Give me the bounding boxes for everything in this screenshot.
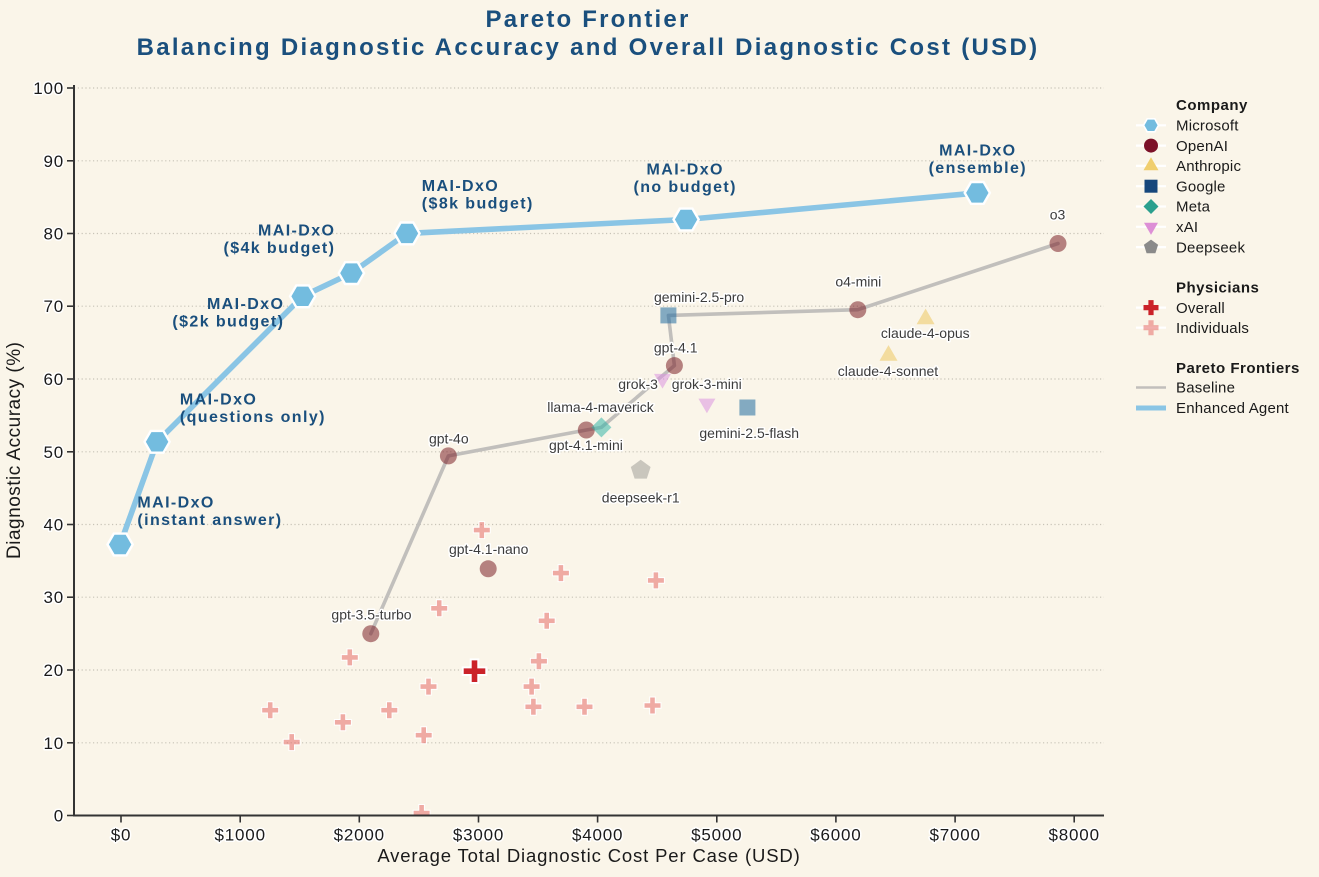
svg-text:MAI-DxO: MAI-DxO xyxy=(207,296,284,313)
svg-text:80: 80 xyxy=(43,225,64,244)
svg-text:$4000: $4000 xyxy=(572,826,623,845)
svg-text:Deepseek: Deepseek xyxy=(1176,239,1245,256)
svg-text:40: 40 xyxy=(43,516,64,535)
svg-text:10: 10 xyxy=(43,734,64,753)
svg-text:claude-4-opus: claude-4-opus xyxy=(881,325,970,341)
svg-text:Company: Company xyxy=(1176,97,1248,114)
svg-text:Meta: Meta xyxy=(1176,199,1211,216)
svg-text:claude-4-sonnet: claude-4-sonnet xyxy=(838,363,939,379)
svg-text:Microsoft: Microsoft xyxy=(1176,118,1239,135)
svg-text:$6000: $6000 xyxy=(810,826,861,845)
svg-text:($2k budget): ($2k budget) xyxy=(172,314,284,331)
svg-text:gpt-4.1-mini: gpt-4.1-mini xyxy=(549,437,623,453)
svg-text:Anthropic: Anthropic xyxy=(1176,158,1241,175)
svg-text:gemini-2.5-flash: gemini-2.5-flash xyxy=(699,425,799,441)
svg-text:deepseek-r1: deepseek-r1 xyxy=(602,489,680,505)
svg-text:70: 70 xyxy=(43,297,64,316)
svg-text:$7000: $7000 xyxy=(929,826,980,845)
svg-text:30: 30 xyxy=(43,588,64,607)
svg-text:$8000: $8000 xyxy=(1049,826,1100,845)
svg-text:(ensemble): (ensemble) xyxy=(929,160,1027,177)
svg-text:Physicians: Physicians xyxy=(1176,280,1259,297)
svg-text:MAI-DxO: MAI-DxO xyxy=(939,143,1016,160)
svg-text:($8k budget): ($8k budget) xyxy=(422,196,534,213)
svg-text:Pareto Frontiers: Pareto Frontiers xyxy=(1176,360,1300,377)
svg-text:$1000: $1000 xyxy=(215,826,266,845)
svg-text:Baseline: Baseline xyxy=(1176,380,1235,397)
svg-text:MAI-DxO: MAI-DxO xyxy=(647,162,724,179)
svg-text:(instant answer): (instant answer) xyxy=(137,512,282,529)
svg-text:llama-4-maverick: llama-4-maverick xyxy=(547,399,655,415)
svg-text:grok-3: grok-3 xyxy=(618,376,658,392)
svg-text:gpt-4.1-nano: gpt-4.1-nano xyxy=(449,541,529,557)
svg-text:Google: Google xyxy=(1176,178,1226,195)
svg-text:$2000: $2000 xyxy=(334,826,385,845)
svg-text:MAI-DxO: MAI-DxO xyxy=(180,392,257,409)
svg-text:100: 100 xyxy=(33,79,64,98)
svg-text:$0: $0 xyxy=(111,826,132,845)
svg-text:$3000: $3000 xyxy=(453,826,504,845)
svg-text:MAI-DxO: MAI-DxO xyxy=(137,495,214,512)
svg-text:90: 90 xyxy=(43,152,64,171)
svg-text:Average Total Diagnostic Cost: Average Total Diagnostic Cost Per Case (… xyxy=(377,845,800,866)
svg-text:Balancing Diagnostic Accuracy: Balancing Diagnostic Accuracy and Overal… xyxy=(137,34,1040,61)
svg-text:Pareto Frontier: Pareto Frontier xyxy=(485,6,690,33)
svg-text:(no budget): (no budget) xyxy=(634,179,737,196)
svg-text:OpenAI: OpenAI xyxy=(1176,138,1228,155)
svg-text:o4-mini: o4-mini xyxy=(835,274,881,290)
svg-text:20: 20 xyxy=(43,661,64,680)
svg-text:gpt-4.1: gpt-4.1 xyxy=(654,339,698,355)
svg-text:60: 60 xyxy=(43,370,64,389)
svg-text:($4k budget): ($4k budget) xyxy=(223,240,335,257)
svg-text:Enhanced Agent: Enhanced Agent xyxy=(1176,400,1290,417)
svg-text:Overall: Overall xyxy=(1176,300,1225,317)
svg-text:grok-3-mini: grok-3-mini xyxy=(672,376,742,392)
svg-text:gemini-2.5-pro: gemini-2.5-pro xyxy=(654,289,744,305)
svg-text:Individuals: Individuals xyxy=(1176,320,1249,337)
svg-text:MAI-DxO: MAI-DxO xyxy=(422,178,499,195)
svg-text:gpt-4o: gpt-4o xyxy=(429,431,469,447)
svg-text:MAI-DxO: MAI-DxO xyxy=(258,223,335,240)
svg-text:(questions only): (questions only) xyxy=(180,409,326,426)
svg-text:$5000: $5000 xyxy=(691,826,742,845)
svg-text:0: 0 xyxy=(54,807,64,826)
svg-text:50: 50 xyxy=(43,443,64,462)
svg-text:o3: o3 xyxy=(1050,207,1066,223)
svg-text:Diagnostic Accuracy (%): Diagnostic Accuracy (%) xyxy=(4,342,25,559)
svg-text:xAI: xAI xyxy=(1176,219,1198,236)
svg-text:gpt-3.5-turbo: gpt-3.5-turbo xyxy=(331,606,411,622)
